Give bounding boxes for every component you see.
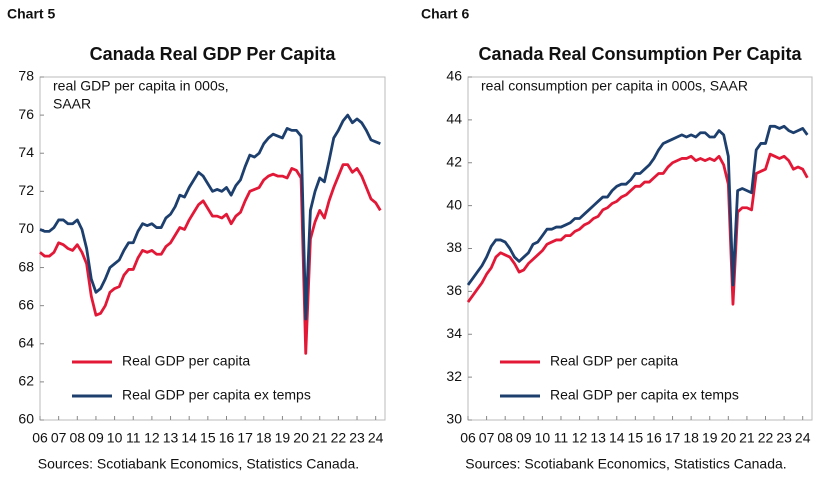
- y-tick-label: 44: [446, 111, 462, 127]
- x-tick-label: 18: [256, 430, 272, 446]
- x-tick-label: 15: [628, 430, 644, 446]
- x-tick-label: 17: [665, 430, 681, 446]
- chart-title: Canada Real Consumption Per Capita: [478, 44, 802, 64]
- y-tick-label: 30: [446, 411, 462, 427]
- legend-label: Real GDP per capita: [122, 353, 250, 369]
- y-tick-label: 66: [18, 296, 34, 312]
- y-tick-label: 64: [18, 334, 34, 350]
- series-line: [466, 124, 809, 287]
- y-tick-label: 40: [446, 196, 462, 212]
- x-tick-label: 18: [683, 430, 699, 446]
- x-tick-label: 15: [200, 430, 216, 446]
- y-tick-label: 62: [18, 373, 34, 389]
- y-tick-label: 76: [18, 106, 34, 122]
- y-tick-label: 46: [446, 68, 462, 84]
- x-tick-label: 07: [479, 430, 495, 446]
- x-tick-label: 23: [349, 430, 365, 446]
- chart-label: Chart 5: [7, 6, 55, 22]
- x-tick-label: 24: [368, 430, 384, 446]
- x-tick-label: 21: [739, 430, 755, 446]
- x-tick-label: 23: [776, 430, 792, 446]
- plot-frame: [39, 76, 386, 421]
- chart-title: Canada Real GDP Per Capita: [90, 44, 337, 64]
- annotation: SAAR: [53, 96, 91, 112]
- x-tick-label: 13: [590, 430, 606, 446]
- x-tick-label: 09: [88, 430, 104, 446]
- x-tick-label: 10: [107, 430, 123, 446]
- x-tick-label: 19: [702, 430, 718, 446]
- x-tick-label: 16: [646, 430, 662, 446]
- x-tick-label: 11: [554, 430, 569, 446]
- x-tick-label: 08: [497, 430, 513, 446]
- series-line: [39, 163, 382, 355]
- x-tick-label: 16: [219, 430, 235, 446]
- x-tick-label: 17: [237, 430, 253, 446]
- x-tick-label: 10: [535, 430, 551, 446]
- source: Sources: Scotiabank Economics, Statistic…: [465, 456, 786, 472]
- y-tick-label: 74: [18, 144, 34, 160]
- x-tick-label: 08: [70, 430, 86, 446]
- x-tick-label: 06: [460, 430, 476, 446]
- x-tick-label: 24: [795, 430, 811, 446]
- x-tick-label: 14: [609, 430, 625, 446]
- y-tick-label: 42: [446, 153, 462, 169]
- y-tick-label: 68: [18, 258, 34, 274]
- x-tick-label: 19: [275, 430, 291, 446]
- annotation: real consumption per capita in 000s, SAA…: [481, 78, 748, 94]
- x-tick-label: 11: [126, 430, 141, 446]
- legend-label: Real GDP per capita ex temps: [550, 387, 739, 403]
- x-tick-label: 20: [721, 430, 737, 446]
- legend-label: Real GDP per capita ex temps: [122, 387, 311, 403]
- y-tick-label: 72: [18, 182, 34, 198]
- y-tick-label: 32: [446, 368, 462, 384]
- x-tick-label: 06: [32, 430, 48, 446]
- source: Sources: Scotiabank Economics, Statistic…: [38, 456, 359, 472]
- x-tick-label: 13: [163, 430, 179, 446]
- series-line: [466, 152, 809, 306]
- legend-label: Real GDP per capita: [550, 353, 678, 369]
- x-tick-label: 21: [312, 430, 328, 446]
- y-tick-label: 60: [18, 411, 34, 427]
- y-tick-label: 34: [446, 325, 462, 341]
- y-tick-label: 36: [446, 282, 462, 298]
- series-line: [39, 113, 381, 321]
- chart-label: Chart 6: [421, 6, 469, 22]
- x-tick-label: 20: [293, 430, 309, 446]
- y-tick-label: 38: [446, 239, 462, 255]
- x-tick-label: 09: [516, 430, 532, 446]
- y-tick-label: 70: [18, 220, 34, 236]
- x-tick-label: 14: [181, 430, 197, 446]
- annotation: real GDP per capita in 000s,: [53, 78, 229, 94]
- x-tick-label: 12: [144, 430, 160, 446]
- x-tick-label: 22: [331, 430, 347, 446]
- x-tick-label: 22: [758, 430, 774, 446]
- x-tick-label: 12: [572, 430, 588, 446]
- y-tick-label: 78: [18, 68, 34, 84]
- x-tick-label: 07: [51, 430, 67, 446]
